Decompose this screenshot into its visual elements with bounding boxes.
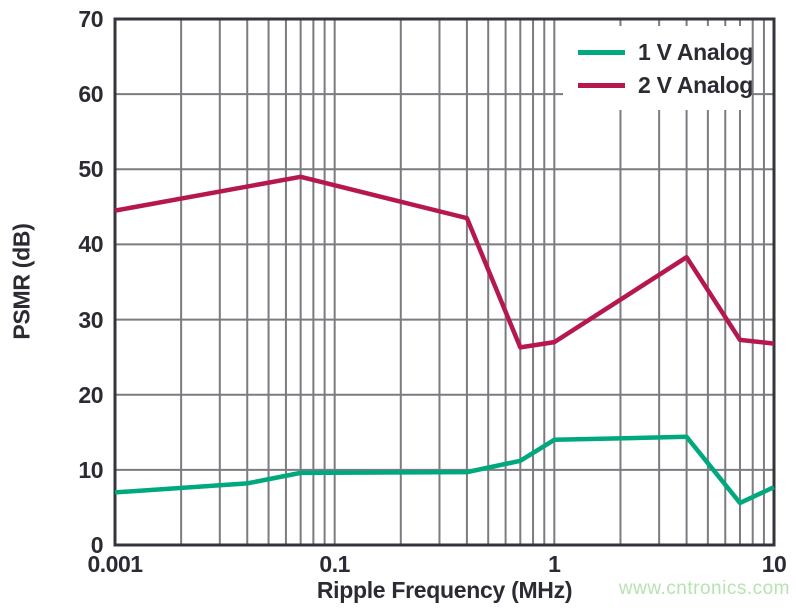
y-tick-label: 10 bbox=[78, 456, 103, 483]
y-tick-label: 50 bbox=[78, 156, 103, 183]
x-axis-title: Ripple Frequency (MHz) bbox=[316, 577, 573, 603]
legend-swatch-2v-analog bbox=[578, 83, 625, 88]
y-tick-label: 60 bbox=[78, 81, 103, 108]
y-tick-label: 30 bbox=[78, 306, 103, 333]
series-lines bbox=[114, 174, 775, 506]
series-line-1-v-analog bbox=[114, 434, 775, 506]
plot-frame bbox=[113, 17, 776, 547]
x-tick-label: 10 bbox=[761, 551, 787, 577]
series-line-2-v-analog bbox=[114, 174, 775, 350]
x-tick-label: 0.1 bbox=[319, 551, 350, 577]
x-tick-label: 1 bbox=[548, 551, 561, 577]
y-axis-title: PSMR (dB) bbox=[8, 223, 35, 340]
y-tick-label: 0 bbox=[90, 532, 104, 558]
watermark: www.cntronics.com bbox=[618, 578, 790, 599]
y-tick-label: 40 bbox=[78, 231, 103, 258]
legend-label-2v-analog: 2 V Analog bbox=[638, 72, 753, 98]
y-tick-label: 70 bbox=[78, 6, 103, 32]
x-tick-label: 0.001 bbox=[87, 551, 143, 577]
legend-swatch-1v-analog bbox=[578, 50, 625, 55]
y-tick-label: 20 bbox=[78, 381, 103, 408]
legend-item-1v-analog: 1 V Analog bbox=[563, 36, 753, 69]
gridlines bbox=[115, 19, 774, 545]
legend-item-2v-analog: 2 V Analog bbox=[563, 69, 753, 102]
legend: 1 V Analog 2 V Analog bbox=[563, 26, 753, 110]
legend-label-1v-analog: 1 V Analog bbox=[638, 39, 753, 65]
